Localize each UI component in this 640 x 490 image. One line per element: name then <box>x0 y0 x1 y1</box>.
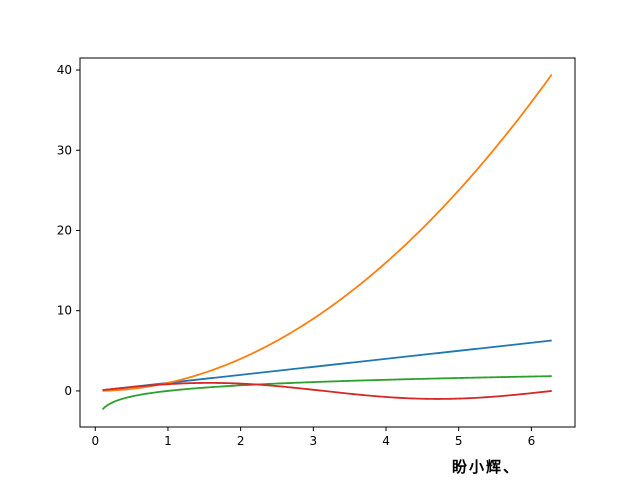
x-tick-label: 1 <box>164 434 172 448</box>
y-tick-label: 30 <box>57 143 72 157</box>
x-axis: 0 1 2 3 4 5 6 <box>91 427 535 448</box>
x-tick-label: 0 <box>91 434 99 448</box>
y-tick-label: 20 <box>57 223 72 237</box>
x-tick-label: 3 <box>310 434 318 448</box>
series-line-1 <box>102 339 552 391</box>
series-line-3 <box>101 375 552 411</box>
x-tick-label: 6 <box>528 434 536 448</box>
x-tick-label: 4 <box>382 434 390 448</box>
axes-frame <box>79 57 576 428</box>
x-tick-label: 5 <box>455 434 463 448</box>
watermark-text: 盼小辉、 <box>452 458 521 476</box>
y-tick-label: 40 <box>57 63 72 77</box>
series-line-2 <box>102 74 553 392</box>
plot-area <box>101 74 553 411</box>
x-tick-label: 2 <box>237 434 245 448</box>
y-tick-label: 0 <box>64 384 72 398</box>
series-line-4 <box>102 381 552 400</box>
y-axis: 0 10 20 30 40 <box>57 63 80 398</box>
y-tick-label: 10 <box>57 304 72 318</box>
